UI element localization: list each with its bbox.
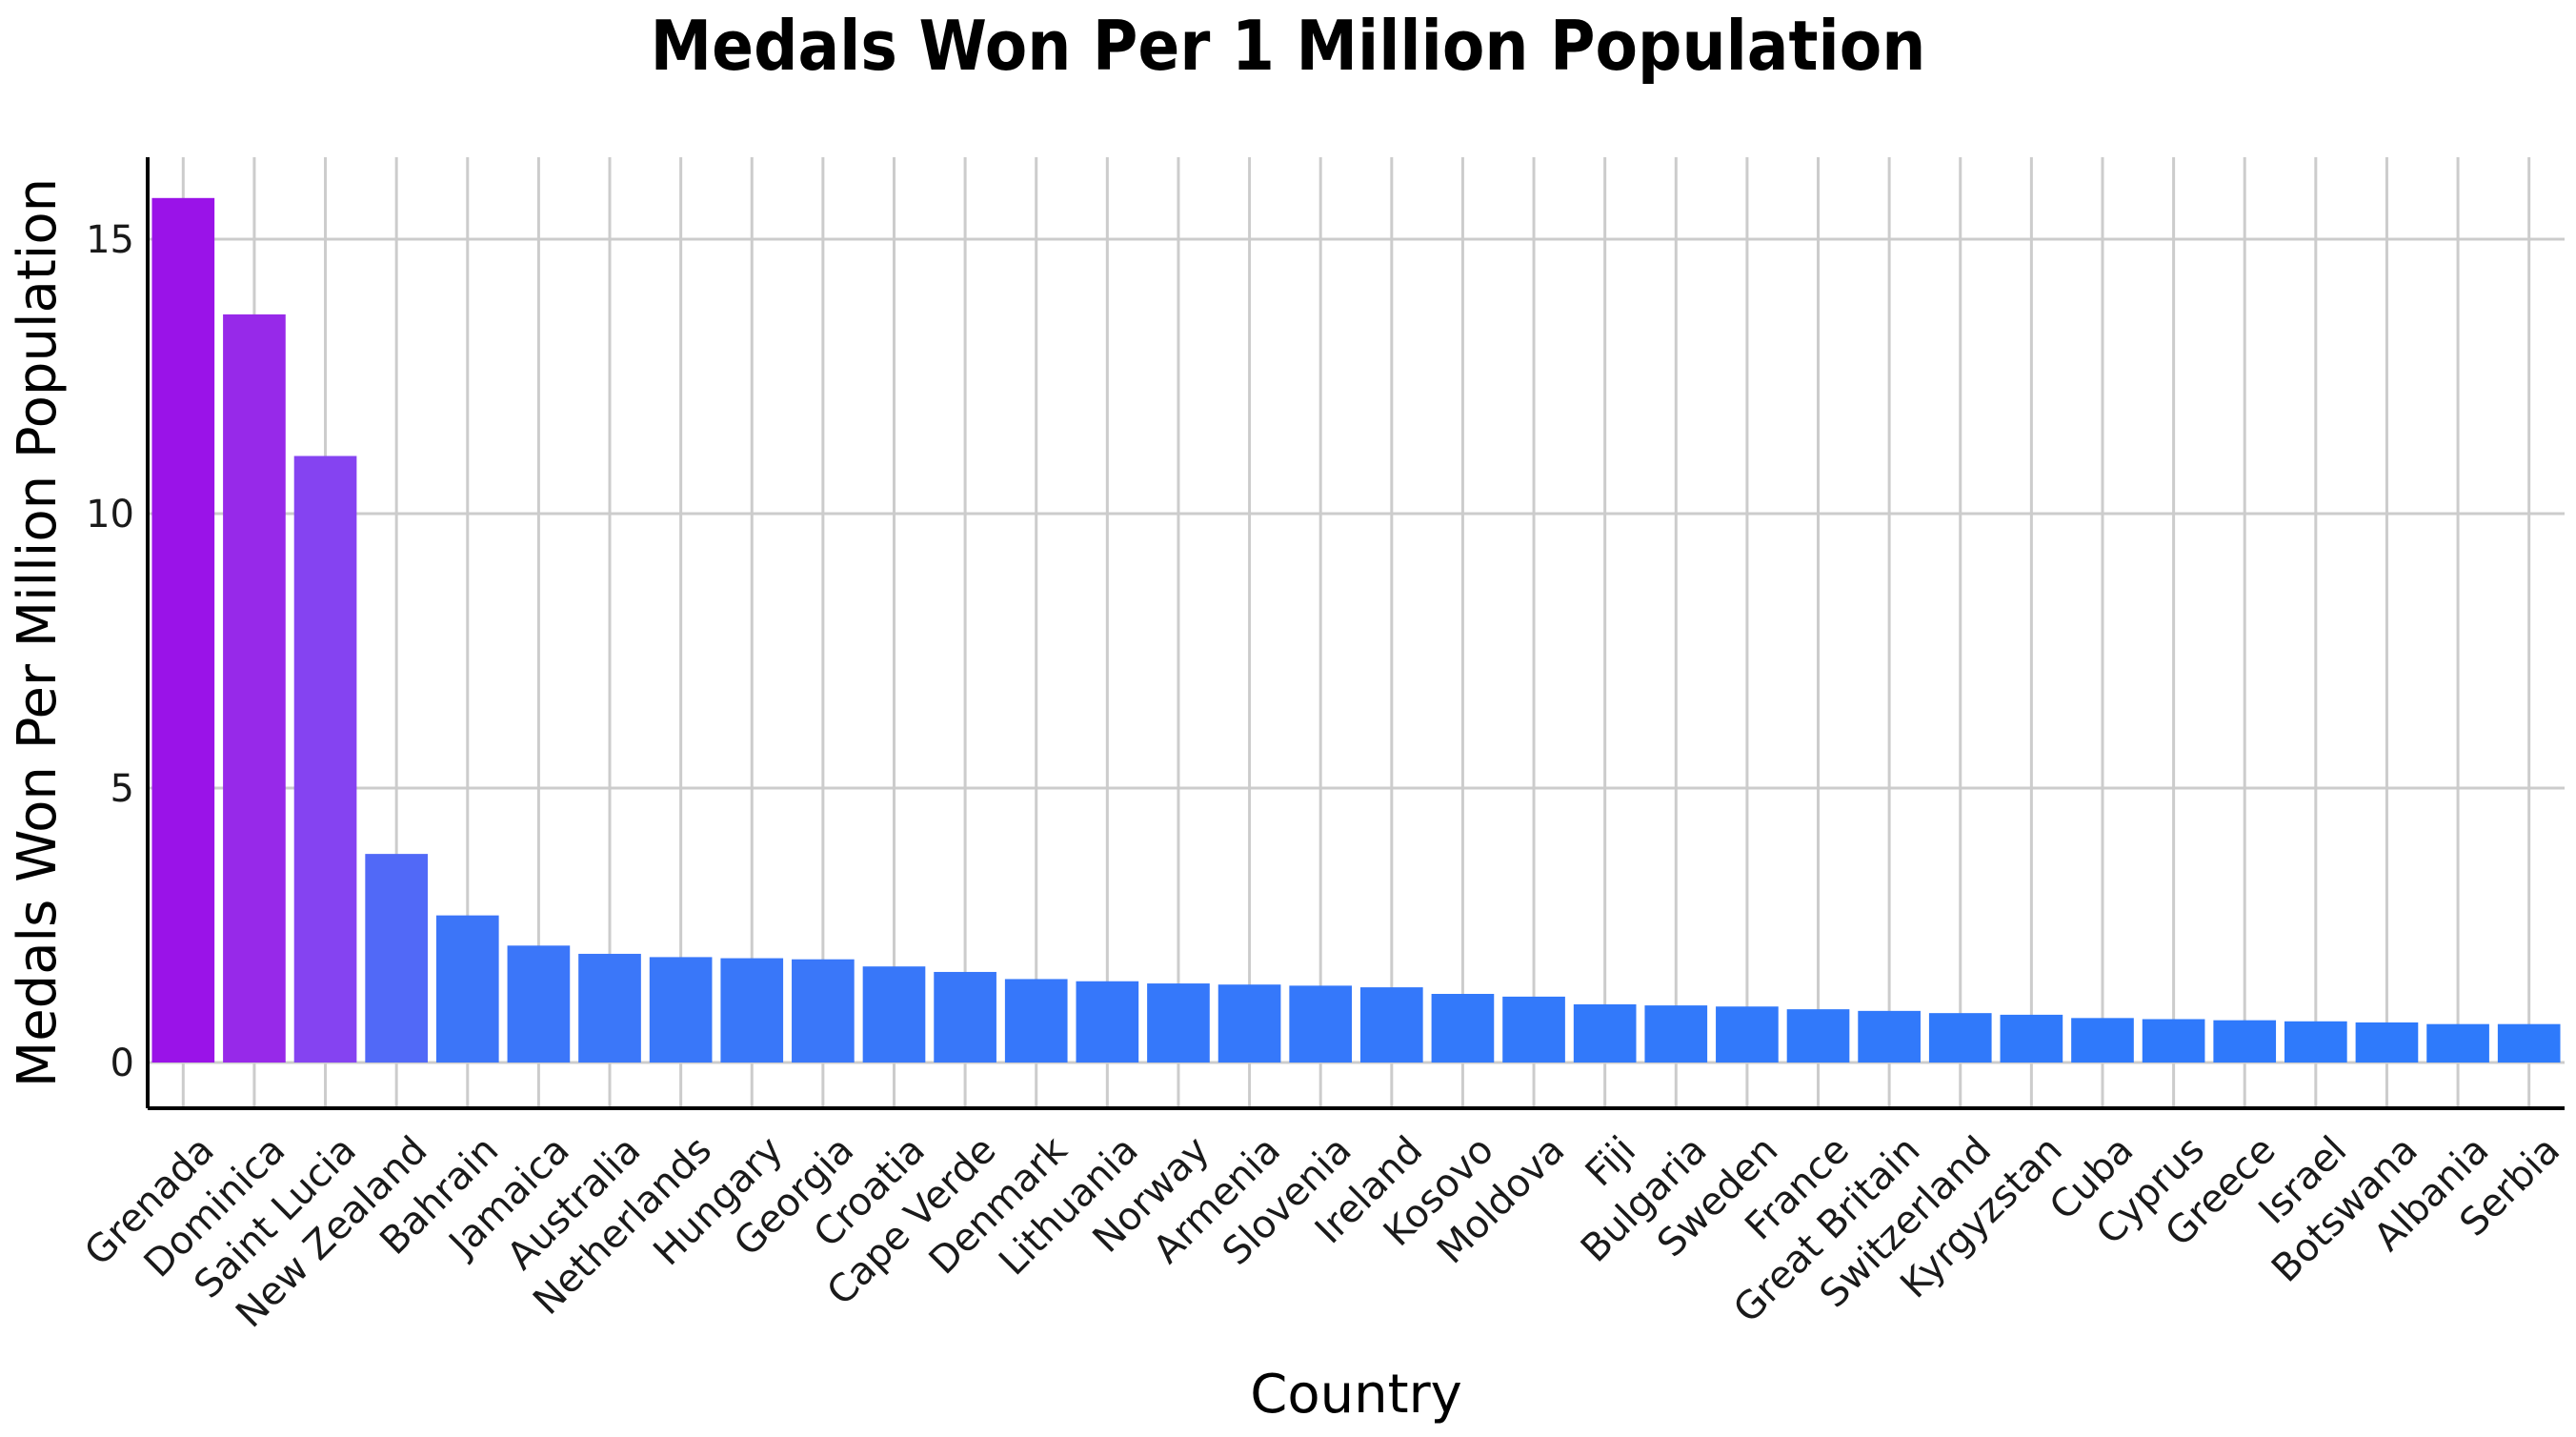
bar [1289, 985, 1353, 1063]
bar [151, 197, 215, 1063]
bar [1716, 1006, 1779, 1063]
bar [2142, 1019, 2205, 1063]
bar [223, 314, 286, 1063]
bar [2213, 1020, 2277, 1063]
bar [293, 455, 357, 1063]
bar [2000, 1014, 2063, 1063]
bar [1076, 981, 1139, 1063]
bar [1218, 984, 1281, 1063]
y-tick-label: 5 [111, 767, 134, 811]
bar [1573, 1003, 1637, 1063]
bar [435, 915, 499, 1063]
bar [2071, 1018, 2134, 1063]
bar [720, 958, 784, 1063]
bar [1502, 996, 1565, 1063]
bar [1359, 987, 1423, 1063]
y-tick-label: 0 [111, 1042, 134, 1085]
y-axis-title: Medals Won Per Million Population [7, 178, 69, 1087]
axes [146, 157, 2565, 1110]
bar [507, 945, 571, 1063]
bar [2426, 1023, 2489, 1063]
x-axis-title: Country [1250, 1364, 1461, 1426]
bar [792, 959, 855, 1063]
chart-title: Medals Won Per 1 Million Population [650, 6, 1926, 86]
bar [862, 966, 926, 1063]
bar [649, 957, 713, 1063]
y-tick-label: 10 [86, 493, 134, 536]
bar [578, 953, 641, 1063]
bar [2284, 1021, 2347, 1063]
bar [934, 971, 996, 1063]
y-tick-labels: 0 5 10 15 [86, 218, 134, 1085]
bar [1786, 1009, 1850, 1063]
bars [151, 197, 2561, 1063]
bar [1858, 1010, 1921, 1063]
bar [1928, 1013, 1992, 1063]
bar [1004, 979, 1068, 1063]
bar [1147, 983, 1210, 1063]
bar [365, 854, 428, 1063]
bar [2355, 1022, 2419, 1063]
bar [1644, 1005, 1708, 1063]
bar [1431, 994, 1495, 1063]
bar [2497, 1023, 2561, 1063]
y-tick-label: 15 [86, 218, 134, 262]
